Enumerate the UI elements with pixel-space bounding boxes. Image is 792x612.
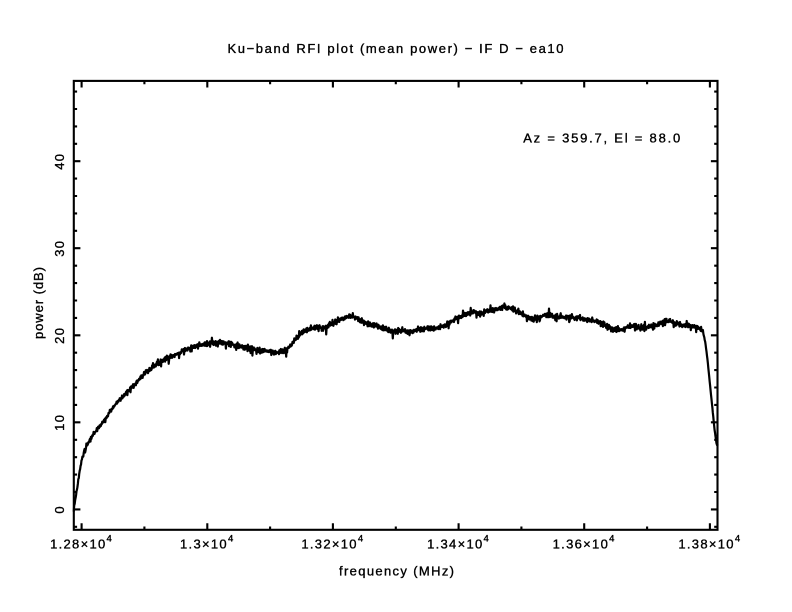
svg-text:frequency (MHz): frequency (MHz)	[339, 564, 454, 579]
svg-text:1.3×104: 1.3×104	[180, 534, 235, 552]
svg-text:Ku−band RFI plot (mean power): Ku−band RFI plot (mean power) − IF D − e…	[228, 41, 564, 56]
svg-text:Az = 359.7, El = 88.0: Az = 359.7, El = 88.0	[523, 131, 680, 146]
svg-text:1.28×104: 1.28×104	[50, 534, 113, 552]
svg-text:1.32×104: 1.32×104	[301, 534, 364, 552]
svg-text:power (dB): power (dB)	[31, 267, 46, 339]
svg-text:1.34×104: 1.34×104	[427, 534, 490, 552]
svg-text:1.38×104: 1.38×104	[678, 534, 741, 552]
svg-text:20: 20	[52, 327, 67, 344]
svg-text:10: 10	[52, 414, 67, 431]
svg-text:40: 40	[52, 153, 67, 170]
svg-text:0: 0	[52, 505, 67, 514]
svg-text:30: 30	[52, 240, 67, 257]
svg-text:1.36×104: 1.36×104	[553, 534, 616, 552]
